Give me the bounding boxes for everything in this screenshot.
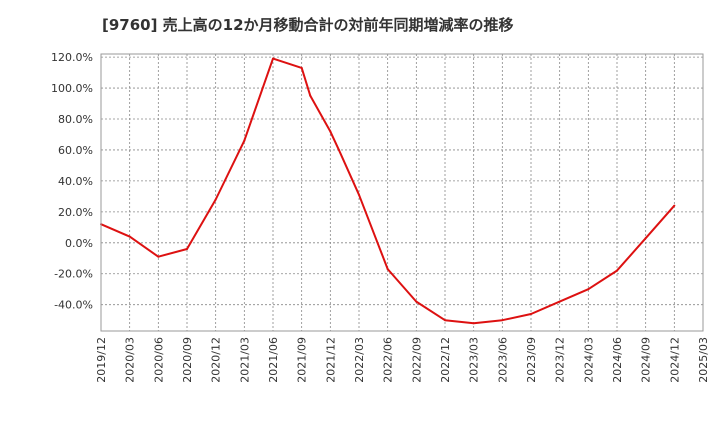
x-tick-label: 2021/03	[238, 337, 251, 383]
data-point	[530, 312, 532, 315]
x-tick-label: 2024/06	[611, 337, 624, 383]
data-point	[157, 255, 160, 258]
x-tick-label: 2024/12	[668, 337, 681, 383]
y-tick-label: 20.0%	[58, 206, 93, 219]
x-tick-label: 2021/12	[324, 337, 337, 383]
data-point	[186, 247, 188, 250]
y-tick-label: 0.0%	[65, 237, 93, 250]
x-tick-label: 2024/03	[582, 337, 595, 383]
data-point	[300, 66, 303, 69]
data-point	[337, 148, 340, 151]
x-tick-label: 2024/09	[640, 337, 653, 383]
plot-area-frame	[100, 53, 704, 332]
data-point	[386, 268, 389, 271]
x-tick-label: 2021/09	[296, 337, 309, 383]
x-tick-label: 2020/12	[210, 337, 223, 383]
y-tick-label: -40.0%	[54, 299, 93, 312]
x-tick-label: 2022/06	[382, 337, 395, 383]
data-point	[673, 204, 676, 207]
data-point	[501, 319, 504, 322]
y-tick-label: 40.0%	[58, 175, 93, 188]
x-tick-label: 2021/06	[267, 337, 280, 383]
x-tick-label: 2020/03	[124, 337, 137, 383]
gridlines	[100, 54, 704, 331]
data-point	[272, 57, 274, 60]
x-tick-label: 2022/09	[410, 337, 423, 383]
data-point	[243, 139, 246, 142]
x-tick-label: 2020/09	[181, 337, 194, 383]
x-tick-label: 2020/06	[152, 337, 165, 383]
x-axis-tick-labels: 2019/12 2020/03 2020/06 2020/09 2020/12 2021/…	[95, 337, 710, 383]
y-axis-tick-labels: 120.0% 100.0% 80.0% 60.0% 40.0% 20.0% 0.0% -20.…	[51, 51, 93, 312]
y-tick-label: -20.0%	[54, 268, 93, 281]
data-point	[558, 300, 561, 303]
chart-title: [9760] 売上高の12か月移動合計の対前年同期増減率の推移	[102, 16, 514, 34]
x-tick-label: 2022/12	[439, 337, 452, 383]
data-point	[358, 193, 360, 196]
x-tick-label: 2023/06	[496, 337, 509, 383]
data-point	[128, 235, 131, 238]
x-tick-label: 2025/03	[697, 337, 710, 383]
data-point	[444, 319, 446, 322]
y-tick-label: 80.0%	[58, 113, 93, 126]
data-point	[644, 237, 647, 240]
data-point	[472, 322, 475, 325]
data-point	[329, 130, 332, 133]
data-point	[309, 94, 312, 97]
data-point	[415, 300, 418, 303]
x-tick-label: 2022/03	[353, 337, 366, 383]
x-tick-label: 2023/09	[525, 337, 538, 383]
y-tick-label: 60.0%	[58, 144, 93, 157]
y-tick-label: 100.0%	[51, 82, 93, 95]
data-point	[587, 288, 590, 291]
x-tick-label: 2023/03	[468, 337, 481, 383]
x-tick-label: 2023/12	[554, 337, 567, 383]
x-tick-label: 2019/12	[95, 337, 108, 383]
data-point	[616, 269, 618, 272]
data-point	[214, 198, 217, 201]
y-tick-label: 120.0%	[51, 51, 93, 64]
